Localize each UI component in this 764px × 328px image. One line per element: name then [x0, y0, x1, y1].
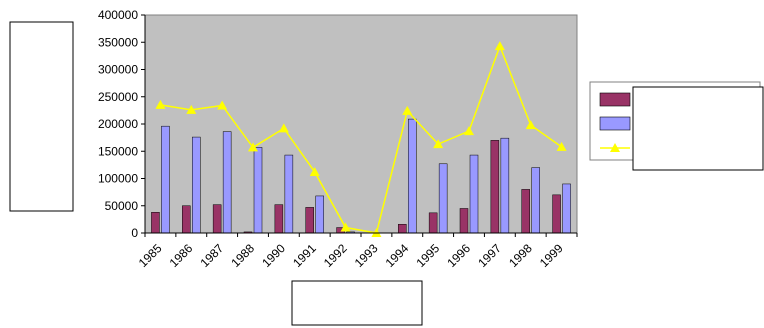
y-tick-label: 350000: [98, 35, 138, 49]
x-tick-label: 1991: [290, 241, 319, 270]
y-axis-label-box: [9, 21, 74, 212]
x-tick-label: 1987: [197, 241, 226, 270]
x-tick-label: 1996: [444, 241, 473, 270]
line-point-series-3: [155, 99, 166, 109]
x-tick-label: 1998: [506, 241, 535, 270]
legend-label-box: [632, 86, 764, 171]
line-point-series-3: [433, 139, 444, 149]
x-tick-label: 1994: [383, 241, 412, 270]
x-tick-label: 1997: [475, 241, 504, 270]
line-point-series-3: [309, 166, 320, 176]
line-point-series-3: [494, 41, 505, 51]
bar-series-2: [469, 154, 479, 234]
bar-series-1: [151, 212, 160, 234]
line-series-3: [160, 43, 563, 234]
bar-series-2: [438, 163, 448, 234]
legend-swatch-series-1: [599, 92, 631, 107]
x-tick-label: 1985: [136, 241, 165, 270]
line-point-series-3: [278, 123, 289, 133]
bar-series-2: [562, 183, 571, 234]
x-tick-label: 1999: [537, 241, 566, 270]
line-point-series-3: [464, 126, 474, 136]
y-tick-label: 300000: [98, 63, 138, 77]
bar-series-2: [192, 136, 201, 234]
x-tick-label: 1993: [352, 241, 381, 270]
bar-series-1: [552, 194, 561, 234]
x-axis-label-box: [291, 280, 423, 326]
y-tick-label: 50000: [105, 199, 139, 213]
line-point-series-3: [217, 100, 228, 110]
x-tick-label: 1988: [228, 241, 257, 270]
plot-area: [144, 14, 578, 234]
bar-series-1: [428, 212, 438, 234]
line-point-series-3: [525, 120, 536, 130]
x-tick-label: 1992: [321, 241, 350, 270]
bar-series-2: [284, 154, 294, 234]
legend-swatch-series-3-marker: [610, 143, 620, 152]
line-point-series-3: [248, 142, 258, 152]
y-tick-label: 400000: [98, 8, 138, 22]
y-tick-label: 250000: [98, 90, 138, 104]
bar-series-2: [531, 167, 540, 234]
line-point-series-3: [556, 141, 567, 151]
bar-series-1: [305, 207, 314, 234]
line-point-series-3: [340, 222, 351, 232]
bar-series-1: [182, 205, 191, 234]
bar-series-1: [212, 204, 222, 234]
bar-series-2: [161, 125, 170, 234]
y-tick-label: 200000: [98, 117, 138, 131]
bar-series-1: [274, 204, 284, 234]
bar-series-1: [459, 208, 469, 234]
legend-swatch-series-2: [599, 116, 631, 131]
bar-series-1: [398, 224, 407, 234]
y-tick-label: 150000: [98, 144, 138, 158]
legend: [589, 81, 764, 171]
bar-series-1: [521, 189, 530, 234]
x-tick-label: 1990: [259, 241, 288, 270]
x-tick-label: 1995: [413, 241, 442, 270]
bar-series-2: [222, 131, 232, 234]
bar-series-1: [490, 140, 500, 234]
line-point-series-3: [402, 105, 413, 115]
y-tick-label: 100000: [98, 172, 138, 186]
bar-series-2: [253, 147, 263, 234]
x-tick-label: 1986: [167, 241, 196, 270]
bar-series-2: [315, 195, 324, 234]
bar-series-2: [500, 137, 510, 234]
line-point-series-3: [186, 104, 197, 114]
y-tick-label: 0: [131, 226, 138, 240]
bar-series-2: [408, 118, 417, 234]
